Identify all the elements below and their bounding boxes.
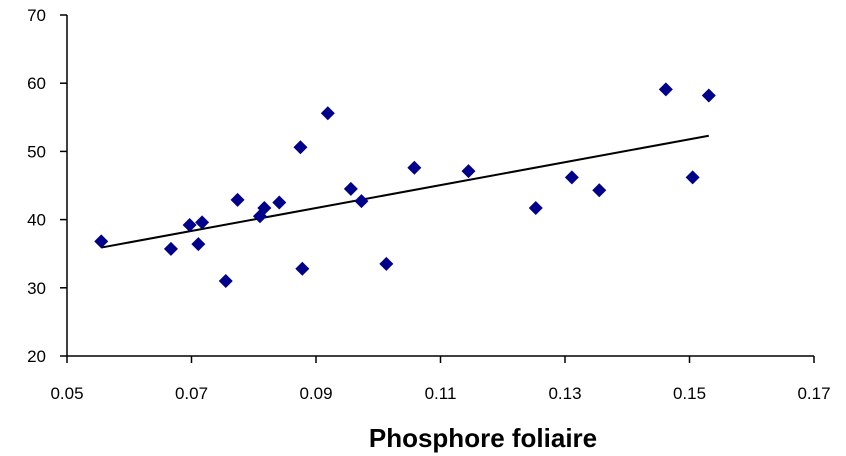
data-point: [379, 256, 394, 271]
x-tick-label: 0.15: [673, 384, 706, 403]
data-point: [295, 261, 310, 276]
x-axis-ticks: [66, 356, 815, 363]
data-point: [230, 192, 245, 207]
data-point: [218, 273, 233, 288]
y-axis-ticks: [60, 14, 67, 357]
x-tick-labels: 0.05 0.07 0.09 0.11 0.13 0.15 0.17: [50, 384, 830, 403]
data-point: [94, 234, 109, 249]
x-tick-label: 0.05: [50, 384, 83, 403]
data-point: [658, 82, 673, 97]
data-point: [182, 218, 197, 233]
data-points: [94, 82, 716, 288]
y-tick-label: 30: [27, 279, 46, 298]
data-point: [592, 183, 607, 198]
data-point: [257, 201, 272, 216]
data-point: [272, 195, 287, 210]
data-point: [191, 237, 206, 252]
data-point: [685, 170, 700, 185]
data-point: [461, 164, 476, 179]
y-tick-labels: 20 30 40 50 60 70: [27, 6, 46, 366]
x-axis-title: Phosphore foliaire: [369, 423, 597, 453]
trendline: [101, 134, 709, 249]
x-tick-label: 0.09: [299, 384, 332, 403]
x-tick-label: 0.11: [425, 384, 457, 403]
data-point: [701, 88, 716, 103]
y-tick-label: 50: [27, 142, 46, 161]
data-point: [528, 201, 543, 216]
data-point: [195, 215, 210, 230]
data-point: [163, 241, 178, 256]
data-point: [564, 170, 579, 185]
x-tick-label: 0.07: [175, 384, 208, 403]
x-tick-label: 0.13: [548, 384, 581, 403]
data-point: [343, 181, 358, 196]
data-point: [320, 106, 335, 121]
data-point: [293, 140, 308, 155]
data-point: [354, 194, 369, 209]
y-tick-label: 40: [27, 211, 46, 230]
y-tick-label: 60: [27, 74, 46, 93]
y-tick-label: 70: [27, 6, 46, 25]
x-tick-label: 0.17: [797, 384, 830, 403]
y-tick-label: 20: [27, 347, 46, 366]
data-point: [407, 160, 422, 175]
